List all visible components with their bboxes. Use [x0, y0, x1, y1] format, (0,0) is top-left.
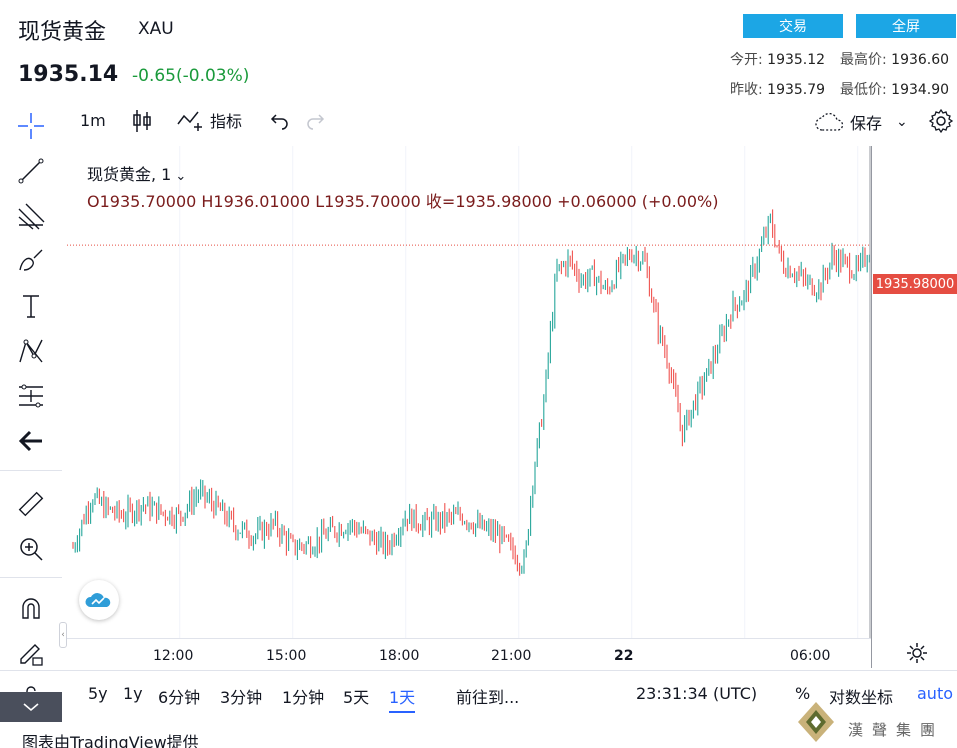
- save-button[interactable]: 保存 ⌄: [814, 110, 908, 134]
- stat-high: 最高价: 1936.60: [840, 52, 950, 68]
- measure-range-icon[interactable]: [12, 377, 50, 415]
- time-axis-label: 12:00: [153, 648, 194, 664]
- ruler-icon[interactable]: [12, 485, 50, 523]
- time-axis-label: 21:00: [491, 648, 532, 664]
- range-6min[interactable]: 6分钟: [158, 688, 201, 707]
- text-tool-icon[interactable]: [12, 287, 50, 325]
- time-axis-label: 15:00: [266, 648, 307, 664]
- current-price-tag: 1935.98000: [873, 274, 957, 294]
- range-1d[interactable]: 1天: [389, 684, 416, 713]
- auto-scale-button[interactable]: auto: [917, 684, 954, 703]
- indicators-button[interactable]: 指标: [176, 108, 242, 132]
- lock-drawing-icon[interactable]: [12, 635, 50, 673]
- stat-open: 今开: 1935.12: [730, 52, 826, 68]
- settings-gear-icon[interactable]: [928, 108, 954, 134]
- range-5d[interactable]: 5天: [343, 688, 370, 707]
- interval-button[interactable]: 1m: [80, 111, 106, 130]
- chevron-down-icon[interactable]: ⌄: [896, 114, 908, 130]
- magnet-icon[interactable]: [12, 590, 50, 628]
- price-change: -0.65(-0.03%): [132, 66, 250, 86]
- price-chart[interactable]: [67, 146, 871, 638]
- bottom-bar-divider: [0, 670, 957, 671]
- chevron-down-icon: [23, 703, 39, 712]
- axis-settings-icon[interactable]: [906, 642, 930, 666]
- chevron-down-icon[interactable]: ⌄: [175, 169, 187, 184]
- candle-type-icon[interactable]: [130, 108, 154, 134]
- pitchfork-icon[interactable]: [12, 197, 50, 235]
- fullscreen-button[interactable]: 全屏: [856, 14, 956, 38]
- brush-icon[interactable]: [12, 242, 50, 280]
- log-scale-button[interactable]: 对数坐标: [829, 688, 894, 707]
- toolbar-separator: [0, 470, 62, 471]
- indicators-icon: [177, 111, 202, 131]
- chart-legend-ohlc: O1935.70000 H1936.01000 L1935.70000 收=19…: [87, 192, 719, 211]
- redo-icon[interactable]: [305, 110, 325, 130]
- undo-icon[interactable]: [270, 110, 290, 130]
- percent-scale-button[interactable]: %: [795, 684, 811, 703]
- crosshair-icon[interactable]: [12, 107, 50, 145]
- tradingview-credit[interactable]: 图表由TradingView提供: [22, 733, 199, 748]
- time-axis-divider: [67, 638, 871, 639]
- chart-legend-title[interactable]: 现货黄金, 1 ⌄: [87, 165, 187, 184]
- toolbar-separator: [0, 577, 62, 578]
- sidebar-toggle-handle[interactable]: ‹: [59, 622, 67, 648]
- goto-date-button[interactable]: 前往到...: [456, 688, 520, 707]
- range-5y[interactable]: 5y: [88, 684, 108, 703]
- trade-button[interactable]: 交易: [743, 14, 843, 38]
- instrument-symbol: XAU: [138, 19, 174, 39]
- company-name: 漢聲集團: [848, 721, 945, 739]
- tradingview-logo-button[interactable]: [79, 580, 119, 620]
- indicators-label: 指标: [210, 112, 243, 131]
- time-axis-label: 06:00: [790, 648, 831, 664]
- stat-prev-close: 昨收: 1935.79: [730, 82, 826, 98]
- save-label: 保存: [850, 114, 883, 133]
- pattern-icon[interactable]: [12, 332, 50, 370]
- last-price: 1935.14: [18, 62, 119, 87]
- back-arrow-icon[interactable]: [12, 422, 50, 460]
- time-axis-label: 22: [614, 648, 634, 664]
- range-3min[interactable]: 3分钟: [220, 688, 263, 707]
- range-1min[interactable]: 1分钟: [282, 688, 325, 707]
- zoom-in-icon[interactable]: [12, 530, 50, 568]
- time-axis-label: 18:00: [379, 648, 420, 664]
- stat-low: 最低价: 1934.90: [840, 82, 950, 98]
- price-axis-divider: [871, 146, 872, 668]
- timezone-clock[interactable]: 23:31:34 (UTC): [636, 684, 758, 703]
- trend-line-icon[interactable]: [12, 152, 50, 190]
- cloud-icon: [815, 112, 844, 131]
- range-1y[interactable]: 1y: [123, 684, 143, 703]
- cloud-chart-icon: [85, 593, 111, 607]
- collapse-toolbar-button[interactable]: [0, 692, 62, 722]
- chart-svg: [67, 146, 871, 638]
- company-logo: [796, 700, 836, 744]
- instrument-title: 现货黄金: [18, 20, 107, 45]
